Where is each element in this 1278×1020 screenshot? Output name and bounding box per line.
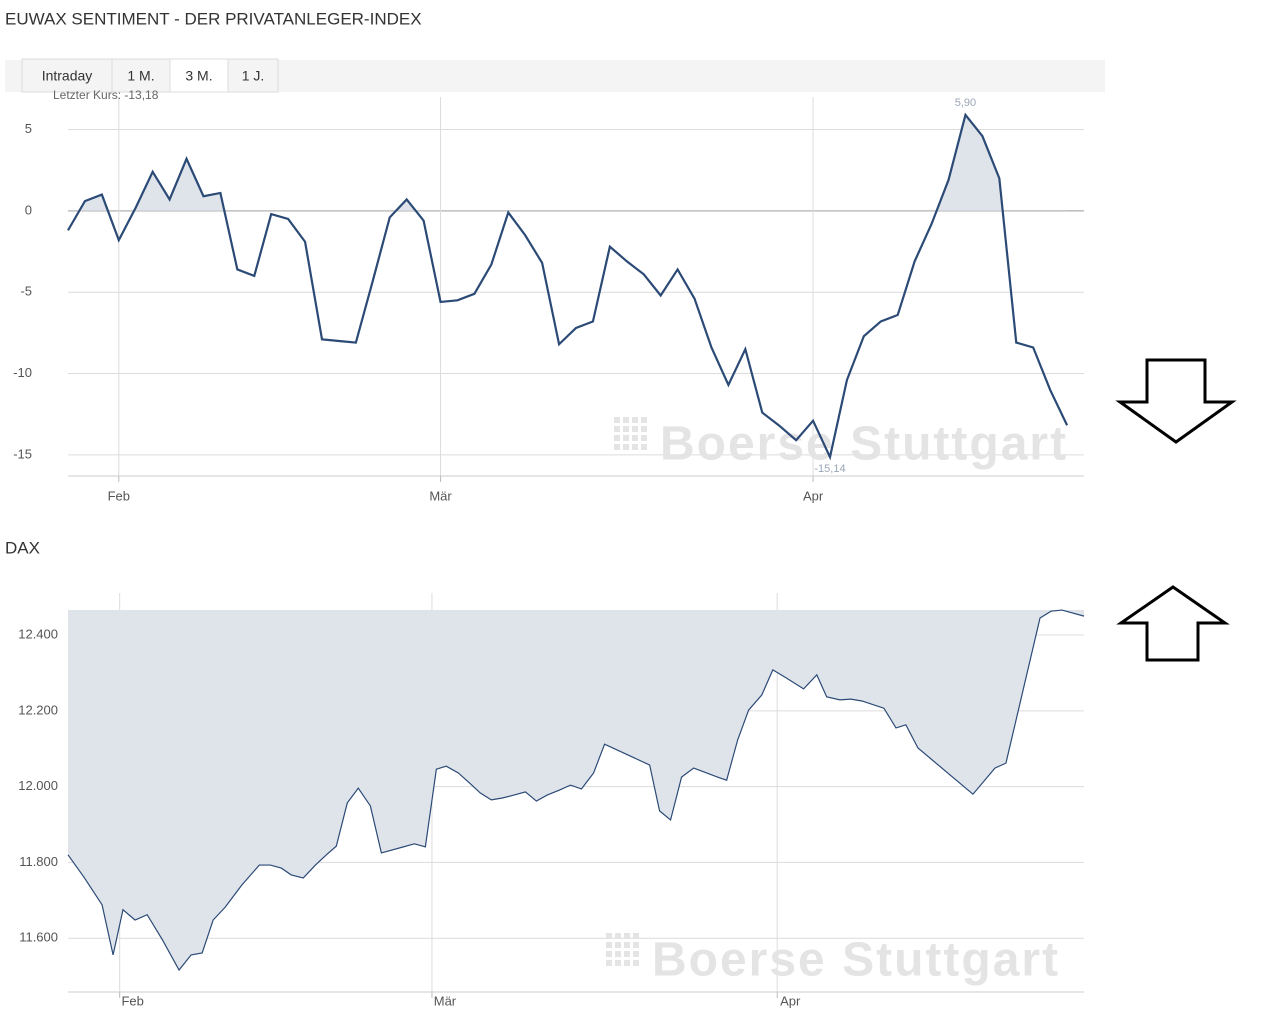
x-tick-label: Apr: [780, 993, 801, 1008]
watermark-dot: [614, 417, 620, 423]
y-tick-label: 11.600: [19, 930, 58, 945]
watermark-dot: [624, 960, 630, 966]
line: [67, 609, 1085, 972]
watermark-dot: [615, 960, 621, 966]
watermark-dot: [633, 960, 639, 966]
x-tick-label: Mär: [434, 993, 457, 1008]
line: [67, 112, 1069, 461]
chart-title: DAX: [5, 538, 40, 557]
tab-label[interactable]: 3 M.: [185, 68, 212, 84]
watermark-dot: [623, 426, 629, 432]
watermark-dot: [633, 951, 639, 957]
y-tick-label: 0: [25, 202, 32, 217]
watermark-dot: [614, 435, 620, 441]
y-tick-label: 11.800: [19, 854, 58, 869]
y-tick-label: 5: [25, 121, 32, 136]
watermark-dot: [632, 426, 638, 432]
watermark-dot: [641, 444, 647, 450]
chart-title: EUWAX SENTIMENT - DER PRIVATANLEGER-INDE…: [5, 9, 422, 28]
y-tick-label: 12.000: [18, 778, 58, 793]
tab[interactable]: [111, 58, 171, 93]
down-arrow: [1115, 358, 1237, 444]
area: [68, 114, 1068, 211]
area: [68, 610, 1084, 971]
watermark-dot: [632, 444, 638, 450]
watermark: Boerse Stuttgart: [652, 934, 1060, 987]
watermark-dot: [606, 942, 612, 948]
x-tick-label: Feb: [121, 993, 143, 1008]
watermark-dot: [615, 951, 621, 957]
watermark-dot: [606, 933, 612, 939]
up-arrow: [1116, 585, 1230, 662]
watermark-dot: [633, 933, 639, 939]
annotation: Letzter Kurs: -13,18: [53, 88, 159, 102]
tab-label[interactable]: 1 J.: [242, 68, 265, 84]
y-tick-label: -5: [20, 284, 32, 299]
tab[interactable]: [227, 58, 279, 93]
watermark-dot: [632, 435, 638, 441]
y-tick-label: 12.200: [18, 702, 58, 717]
tab-label[interactable]: 1 M.: [127, 68, 154, 84]
watermark-dot: [606, 960, 612, 966]
watermark-dot: [614, 426, 620, 432]
tab[interactable]: [21, 58, 113, 93]
watermark-dot: [624, 942, 630, 948]
watermark-dot: [623, 444, 629, 450]
y-tick-label: -10: [13, 365, 32, 380]
watermark-dot: [641, 435, 647, 441]
watermark-dot: [641, 426, 647, 432]
data-label: -15,14: [814, 463, 845, 475]
watermark-dot: [615, 933, 621, 939]
x-tick-label: Feb: [108, 488, 130, 503]
watermark-dot: [641, 417, 647, 423]
y-tick-label: 12.400: [18, 626, 58, 641]
watermark-dot: [624, 951, 630, 957]
watermark-dot: [623, 417, 629, 423]
watermark: Boerse Stuttgart: [660, 418, 1068, 471]
x-tick-label: Apr: [803, 488, 824, 503]
watermark-dot: [606, 951, 612, 957]
tab-label[interactable]: Intraday: [42, 68, 93, 84]
watermark-dot: [632, 417, 638, 423]
data-label: 5,90: [955, 97, 976, 109]
watermark-dot: [633, 942, 639, 948]
watermark-dot: [623, 435, 629, 441]
y-tick-label: -15: [13, 446, 32, 461]
watermark-dot: [615, 942, 621, 948]
watermark-dot: [614, 444, 620, 450]
tab[interactable]: [169, 58, 229, 93]
x-tick-label: Mär: [429, 488, 452, 503]
watermark-dot: [624, 933, 630, 939]
